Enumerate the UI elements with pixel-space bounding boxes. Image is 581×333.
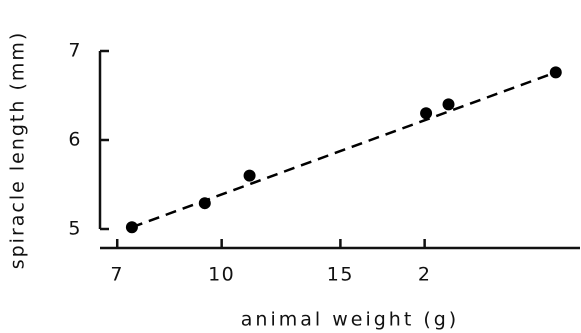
fit-line — [131, 71, 557, 229]
y-axis-title: spiracle length (mm) — [7, 31, 29, 270]
x-tick-label: 2 — [418, 264, 432, 286]
x-tick-label: 10 — [208, 264, 235, 286]
data-point — [442, 98, 455, 111]
x-axis-title: animal weight (g) — [241, 309, 459, 331]
y-tick-label: 6 — [68, 129, 82, 151]
data-point — [549, 66, 562, 79]
data-point — [243, 169, 256, 182]
y-tick-label: 7 — [68, 40, 82, 62]
x-tick-label: 7 — [110, 264, 124, 286]
data-point — [125, 221, 138, 234]
data-point — [420, 107, 433, 120]
data-point — [198, 197, 211, 210]
y-tick-label: 5 — [68, 218, 82, 240]
x-tick-label: 15 — [327, 264, 354, 286]
